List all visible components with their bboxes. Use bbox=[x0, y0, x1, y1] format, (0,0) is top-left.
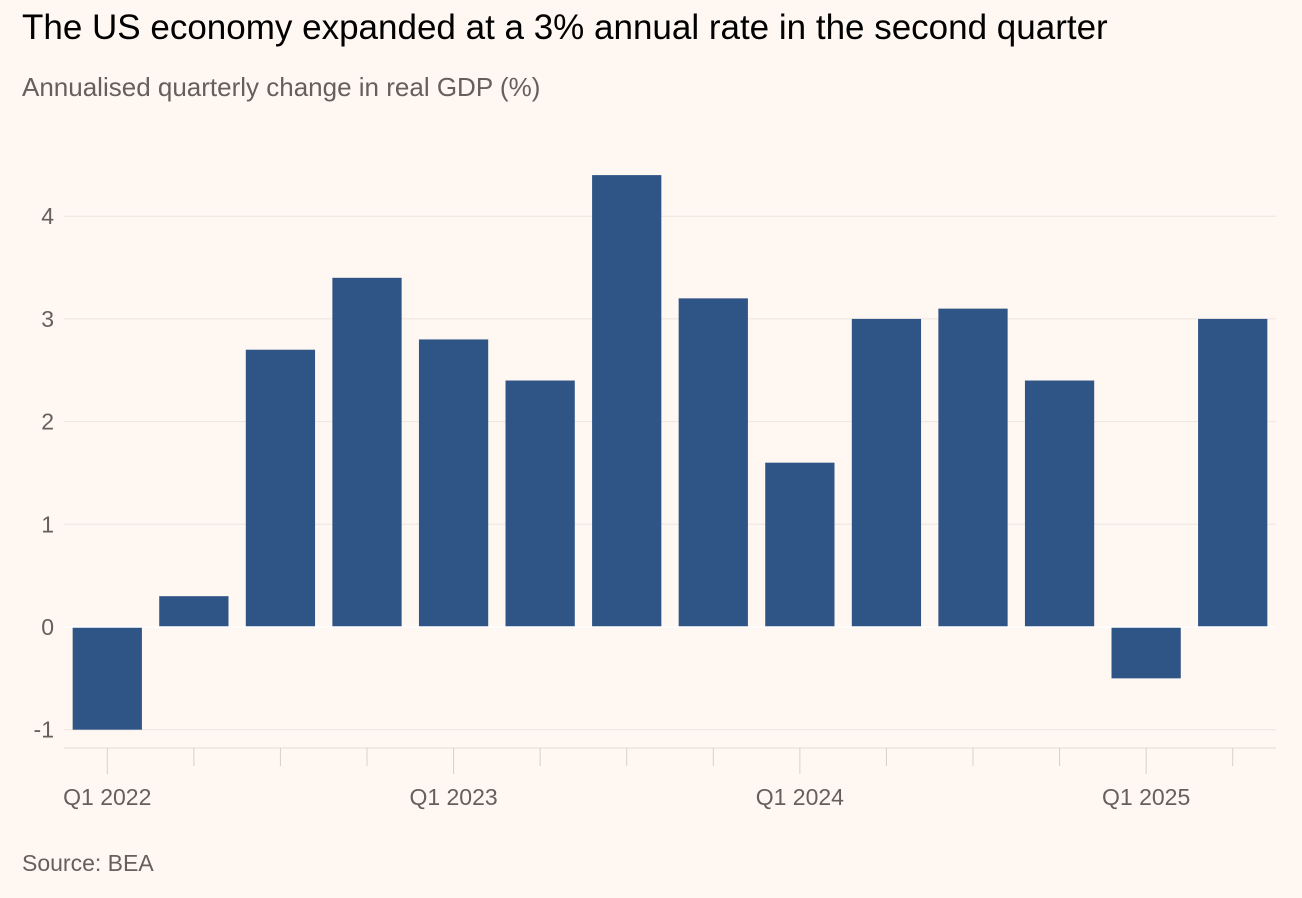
bar-q2-2024 bbox=[851, 318, 922, 627]
bar-q1-2025 bbox=[1111, 627, 1181, 679]
bar-q1-2024 bbox=[765, 462, 835, 627]
y-tick-label: -1 bbox=[34, 717, 54, 743]
y-tick-label: 2 bbox=[41, 409, 54, 435]
bar-q3-2022 bbox=[245, 349, 316, 627]
bar-q4-2022 bbox=[332, 277, 402, 627]
x-tick-label: Q1 2023 bbox=[409, 784, 497, 810]
bar-q2-2025 bbox=[1198, 318, 1268, 627]
source-note: Source: BEA bbox=[22, 850, 154, 876]
y-tick-label: 3 bbox=[41, 306, 54, 332]
chart-title: The US economy expanded at a 3% annual r… bbox=[22, 8, 1108, 47]
bar-q4-2024 bbox=[1024, 380, 1095, 627]
x-tick-label: Q1 2022 bbox=[63, 784, 151, 810]
x-tick-label: Q1 2024 bbox=[756, 784, 844, 810]
chart-subtitle: Annualised quarterly change in real GDP … bbox=[22, 72, 541, 102]
bar-q1-2023 bbox=[418, 339, 489, 627]
bar-q3-2023 bbox=[592, 175, 662, 627]
bar-q3-2024 bbox=[938, 308, 1008, 627]
bar-q2-2023 bbox=[505, 380, 575, 627]
x-tick-label: Q1 2025 bbox=[1102, 784, 1190, 810]
bar-q4-2023 bbox=[678, 298, 748, 627]
bar-q1-2022 bbox=[72, 627, 142, 730]
y-tick-label: 4 bbox=[41, 203, 54, 229]
y-tick-label: 1 bbox=[41, 511, 54, 537]
y-tick-label: 0 bbox=[41, 614, 54, 640]
bar-q2-2022 bbox=[159, 596, 229, 627]
